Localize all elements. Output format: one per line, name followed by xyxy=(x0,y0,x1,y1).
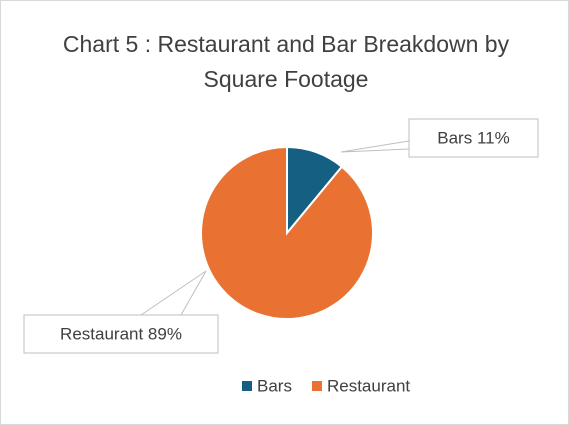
callout-pointer xyxy=(139,270,207,316)
data-label: Bars 11% xyxy=(437,128,509,147)
data-label: Restaurant 89% xyxy=(60,324,182,343)
chart-title: Chart 5 : Restaurant and Bar Breakdown b… xyxy=(62,31,510,92)
data-label-box xyxy=(408,118,539,158)
callout-pointer xyxy=(340,140,410,153)
pie-slice xyxy=(200,145,374,320)
legend-swatch xyxy=(242,381,252,391)
data-label-box xyxy=(23,314,219,354)
legend-label: Bars xyxy=(257,376,292,395)
legend-swatch xyxy=(311,381,322,391)
legend-label: Restaurant xyxy=(327,376,410,395)
